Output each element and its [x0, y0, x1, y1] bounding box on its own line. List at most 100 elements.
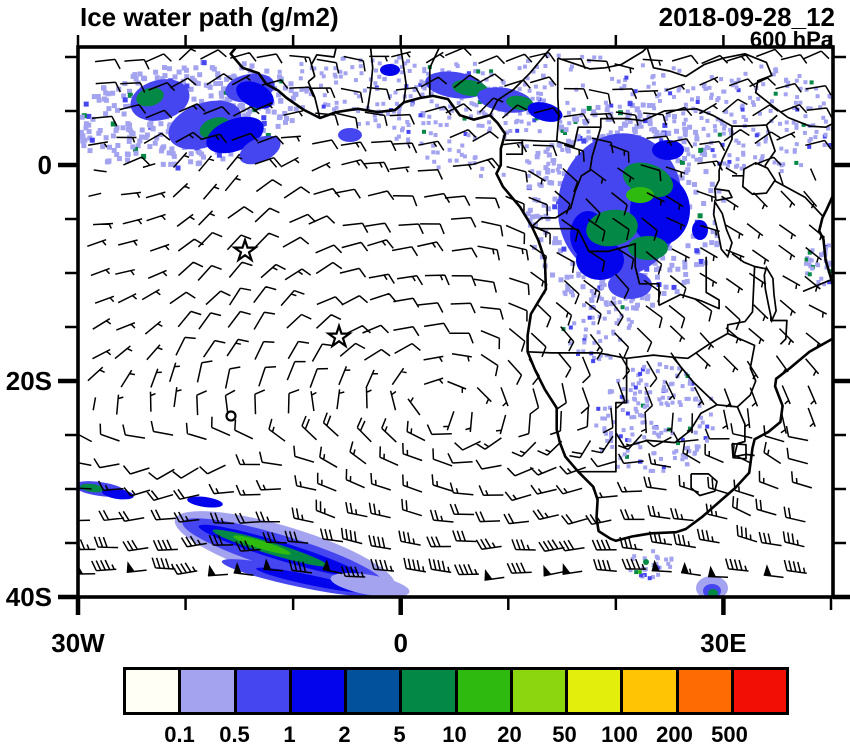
colorbar-cell — [675, 670, 731, 712]
iwp-speckle-region — [594, 362, 715, 473]
colorbar-tick-label: 200 — [656, 722, 693, 747]
iwp-speckle-region — [681, 64, 833, 174]
iwp-shaded-blob — [187, 496, 223, 508]
iwp-shaded-blob — [506, 95, 534, 111]
colorbar-tick-label: 0.1 — [164, 722, 195, 747]
colorbar-cell — [399, 670, 455, 712]
colorbar — [123, 667, 789, 715]
iwp-shaded-blob — [338, 128, 362, 142]
country-border — [556, 107, 733, 201]
colorbar-tick-label: 0.5 — [219, 722, 250, 747]
lake-outline — [712, 199, 733, 259]
y-axis-tick-label: 0 — [38, 150, 52, 180]
country-border — [428, 47, 441, 97]
y-axis-tick-label: 40S — [6, 582, 52, 612]
country-border — [646, 47, 789, 119]
x-axis-tick-label: 30E — [700, 628, 746, 658]
colorbar-cell — [730, 670, 786, 712]
star-island-marker — [325, 322, 353, 349]
country-border — [764, 175, 824, 217]
country-border — [615, 404, 718, 448]
map-frame — [76, 45, 835, 599]
wind-barbs — [78, 47, 833, 581]
iwp-shaded-blob — [638, 570, 642, 574]
colorbar-cell — [178, 670, 234, 712]
iwp-shaded-blob — [626, 187, 654, 203]
colorbar-cell — [288, 670, 344, 712]
iwp-shaded-blob — [586, 209, 638, 247]
colorbar-cell — [344, 670, 400, 712]
colorbar-tick-label: 2 — [338, 722, 351, 747]
country-border — [802, 277, 833, 293]
iwp-shaded-blob — [256, 567, 364, 593]
country-border — [307, 47, 338, 83]
colorbar-cell — [126, 670, 179, 712]
circle-island-marker — [225, 410, 237, 422]
country-border — [787, 116, 833, 129]
country-border — [690, 473, 718, 497]
country-border — [366, 47, 374, 111]
iwp-shaded-blob — [628, 236, 668, 260]
iwp-shaded-blob — [102, 488, 134, 500]
country-border — [727, 332, 757, 408]
colorbar-cell — [509, 670, 565, 712]
colorbar-tick-label: 5 — [393, 722, 406, 747]
africa-coastline — [229, 47, 833, 543]
colorbar-tick-label: 100 — [601, 722, 638, 747]
lake-outline — [741, 161, 777, 196]
colorbar-tick-label: 1 — [283, 722, 296, 747]
valid-datetime: 2018-09-28_12 — [658, 2, 835, 32]
island-markers-layer — [225, 236, 353, 422]
country-border — [531, 225, 660, 306]
country-border — [658, 256, 720, 310]
star-island-marker — [231, 236, 259, 263]
iwp-shaded-blob — [708, 589, 718, 597]
iwp-speckle-region — [376, 53, 748, 187]
colorbar-cell — [454, 670, 510, 712]
country-border — [399, 47, 407, 103]
colorbar-cell — [233, 670, 289, 712]
east-africa-coastline — [817, 192, 833, 290]
y-axis-tick-label: 20S — [6, 366, 52, 396]
iwp-shaded-blob — [692, 220, 708, 240]
country-border — [672, 332, 729, 360]
iwp-shaded-blob — [330, 572, 410, 597]
iwp-shaded-blob — [380, 64, 400, 76]
colorbar-tick-label: 500 — [711, 722, 748, 747]
country-border — [489, 47, 552, 116]
chart-title: Ice water path (g/m2) — [80, 2, 339, 32]
country-border — [732, 114, 778, 127]
iwp-shaded-blob — [236, 81, 274, 109]
country-border — [731, 252, 766, 270]
colorbar-tick-label: 20 — [497, 722, 522, 747]
iwp-shaded-blob — [527, 102, 563, 122]
country-border — [307, 81, 321, 119]
axes-frame-layer: 0 20S 40S 30W 0 30E — [6, 35, 850, 658]
iwp-shaded-blob — [239, 135, 281, 165]
x-axis-tick-label: 0 — [393, 628, 407, 658]
iwp-speckle-region — [628, 549, 674, 581]
country-border — [531, 126, 602, 228]
geography-layer — [229, 47, 833, 543]
country-border — [527, 350, 673, 360]
iwp-shaded-blob — [233, 535, 291, 555]
country-border — [714, 187, 733, 202]
country-border — [726, 266, 756, 334]
lake-outline — [763, 265, 777, 324]
iwp-shaded-blob — [608, 271, 652, 299]
country-border — [505, 139, 557, 143]
x-axis-tick-label: 30W — [51, 628, 105, 658]
country-border — [578, 432, 617, 473]
wind-barb-layer — [78, 47, 833, 581]
iwp-shading-layer — [78, 53, 833, 597]
country-border — [555, 58, 560, 142]
country-border — [615, 358, 628, 433]
iwp-shaded-blob — [136, 87, 164, 107]
iwp-shaded-blob — [643, 559, 649, 565]
iwp-shaded-blob — [80, 483, 104, 493]
iwp-shaded-blob — [452, 79, 488, 97]
colorbar-tick-label: 10 — [442, 722, 467, 747]
iwp-shaded-blob — [652, 140, 684, 160]
colorbar-cell — [620, 670, 676, 712]
